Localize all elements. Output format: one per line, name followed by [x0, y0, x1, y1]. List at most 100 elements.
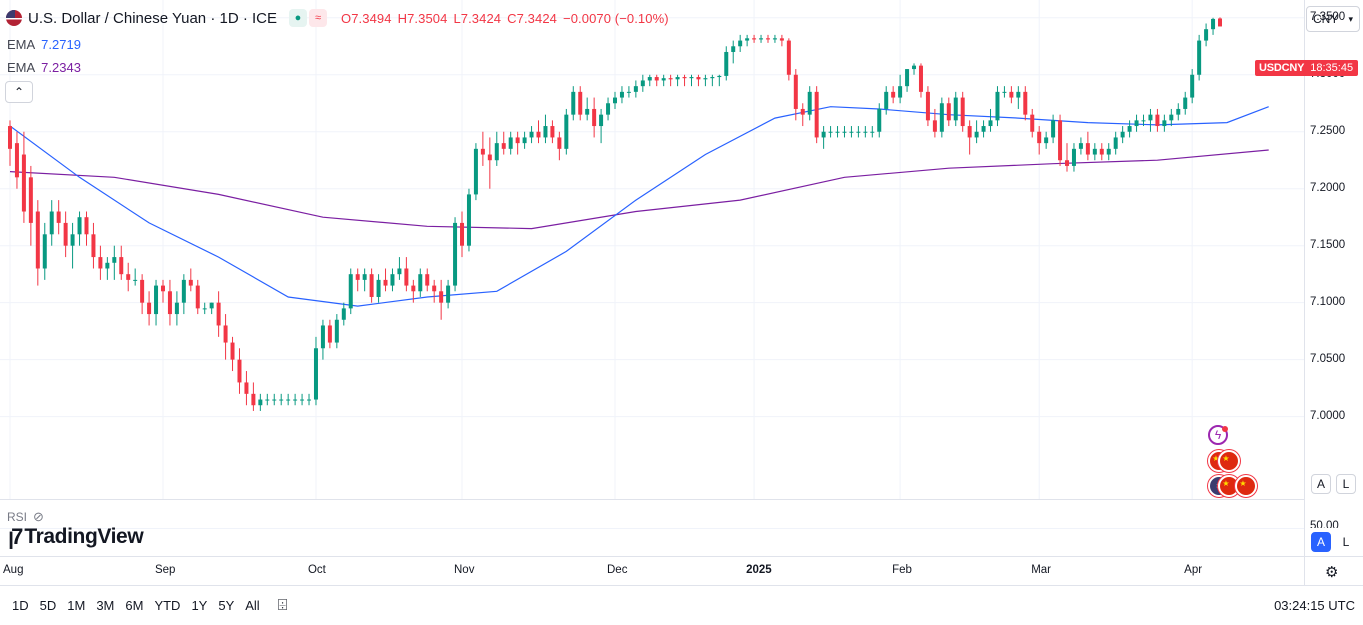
- candle[interactable]: [717, 74, 722, 87]
- timeframe-ytd[interactable]: YTD: [154, 598, 181, 613]
- candle[interactable]: [439, 279, 444, 320]
- candle[interactable]: [411, 279, 416, 303]
- candle[interactable]: [912, 63, 917, 75]
- candle[interactable]: [731, 40, 736, 64]
- candle[interactable]: [320, 319, 325, 360]
- candle[interactable]: [689, 74, 694, 87]
- candle[interactable]: [599, 108, 604, 144]
- candle[interactable]: [383, 268, 388, 292]
- timeframe-5d[interactable]: 5D: [39, 598, 57, 613]
- candle[interactable]: [759, 34, 764, 43]
- candle[interactable]: [1099, 143, 1104, 161]
- candle[interactable]: [473, 143, 478, 201]
- date-range-icon[interactable]: ⌹: [277, 596, 288, 614]
- candle[interactable]: [835, 126, 840, 138]
- candle[interactable]: [703, 74, 708, 87]
- candle[interactable]: [1120, 126, 1125, 144]
- candle[interactable]: [258, 393, 263, 411]
- candle[interactable]: [147, 291, 152, 326]
- timeframe-all[interactable]: All: [245, 598, 260, 613]
- cn-event-icon-4[interactable]: [1235, 475, 1257, 497]
- candle[interactable]: [779, 34, 784, 47]
- candle[interactable]: [272, 393, 277, 406]
- log-scale-button-rsi[interactable]: L: [1336, 532, 1356, 552]
- candle[interactable]: [341, 302, 346, 326]
- candle[interactable]: [35, 200, 40, 286]
- candle[interactable]: [1002, 86, 1007, 98]
- candle[interactable]: [529, 126, 534, 144]
- candle[interactable]: [863, 126, 868, 138]
- candle[interactable]: [1058, 114, 1063, 166]
- candle[interactable]: [564, 108, 569, 155]
- candle[interactable]: [154, 279, 159, 326]
- candle[interactable]: [230, 336, 235, 372]
- candle[interactable]: [112, 245, 117, 280]
- candle[interactable]: [640, 74, 645, 92]
- candle[interactable]: [752, 34, 757, 43]
- candle[interactable]: [1134, 114, 1139, 132]
- candle[interactable]: [675, 74, 680, 87]
- candle[interactable]: [1037, 126, 1042, 155]
- timeframe-1y[interactable]: 1Y: [191, 598, 208, 613]
- candle[interactable]: [508, 131, 513, 155]
- candle[interactable]: [571, 86, 576, 121]
- candle[interactable]: [446, 279, 451, 309]
- candle[interactable]: [188, 268, 193, 292]
- candle[interactable]: [1190, 69, 1195, 104]
- candle[interactable]: [300, 393, 305, 406]
- candle[interactable]: [953, 91, 958, 127]
- candle[interactable]: [105, 257, 110, 280]
- candle[interactable]: [550, 120, 555, 144]
- candle[interactable]: [682, 74, 687, 87]
- candle[interactable]: [293, 393, 298, 406]
- candle[interactable]: [786, 38, 791, 81]
- candle[interactable]: [14, 131, 19, 189]
- candle[interactable]: [251, 382, 256, 411]
- timeframe-6m[interactable]: 6M: [125, 598, 144, 613]
- candle[interactable]: [522, 131, 527, 149]
- candle[interactable]: [1211, 17, 1216, 35]
- candle[interactable]: [181, 274, 186, 315]
- candle[interactable]: [1078, 137, 1083, 155]
- candle[interactable]: [856, 126, 861, 138]
- candle[interactable]: [821, 126, 826, 149]
- candle[interactable]: [209, 302, 214, 315]
- candle[interactable]: [126, 262, 131, 292]
- candle[interactable]: [1204, 23, 1209, 47]
- candle[interactable]: [195, 279, 200, 315]
- candle[interactable]: [453, 217, 458, 292]
- candle[interactable]: [1113, 131, 1118, 155]
- candle[interactable]: [390, 268, 395, 292]
- currency-selector[interactable]: CNY ▾: [1306, 6, 1360, 32]
- candle[interactable]: [279, 393, 284, 406]
- candle[interactable]: [286, 393, 291, 406]
- cn-event-icon-2[interactable]: [1218, 450, 1240, 472]
- candle[interactable]: [891, 86, 896, 104]
- utc-clock[interactable]: 03:24:15 UTC: [1274, 598, 1355, 613]
- rsi-legend[interactable]: RSI ⊘: [7, 509, 44, 525]
- candle[interactable]: [647, 74, 652, 87]
- candle[interactable]: [842, 126, 847, 138]
- candle[interactable]: [202, 302, 207, 315]
- candle[interactable]: [487, 137, 492, 189]
- candle[interactable]: [619, 86, 624, 104]
- candle[interactable]: [63, 211, 68, 258]
- candle[interactable]: [28, 165, 33, 246]
- market-open-icon[interactable]: ●: [289, 9, 307, 27]
- candle[interactable]: [807, 86, 812, 121]
- candle[interactable]: [49, 200, 54, 246]
- candle[interactable]: [592, 97, 597, 138]
- candle[interactable]: [967, 120, 972, 155]
- candle[interactable]: [905, 69, 910, 92]
- candle[interactable]: [932, 108, 937, 138]
- candle[interactable]: [84, 211, 89, 246]
- candle[interactable]: [877, 103, 882, 138]
- candle[interactable]: [334, 314, 339, 349]
- candle[interactable]: [1051, 114, 1056, 144]
- candle[interactable]: [56, 200, 61, 235]
- candle[interactable]: [1127, 120, 1132, 138]
- lightning-event-icon[interactable]: ϟ: [1208, 425, 1228, 445]
- candle[interactable]: [313, 336, 318, 406]
- settings-gear-icon[interactable]: ⚙: [1325, 564, 1339, 581]
- candle[interactable]: [133, 268, 138, 286]
